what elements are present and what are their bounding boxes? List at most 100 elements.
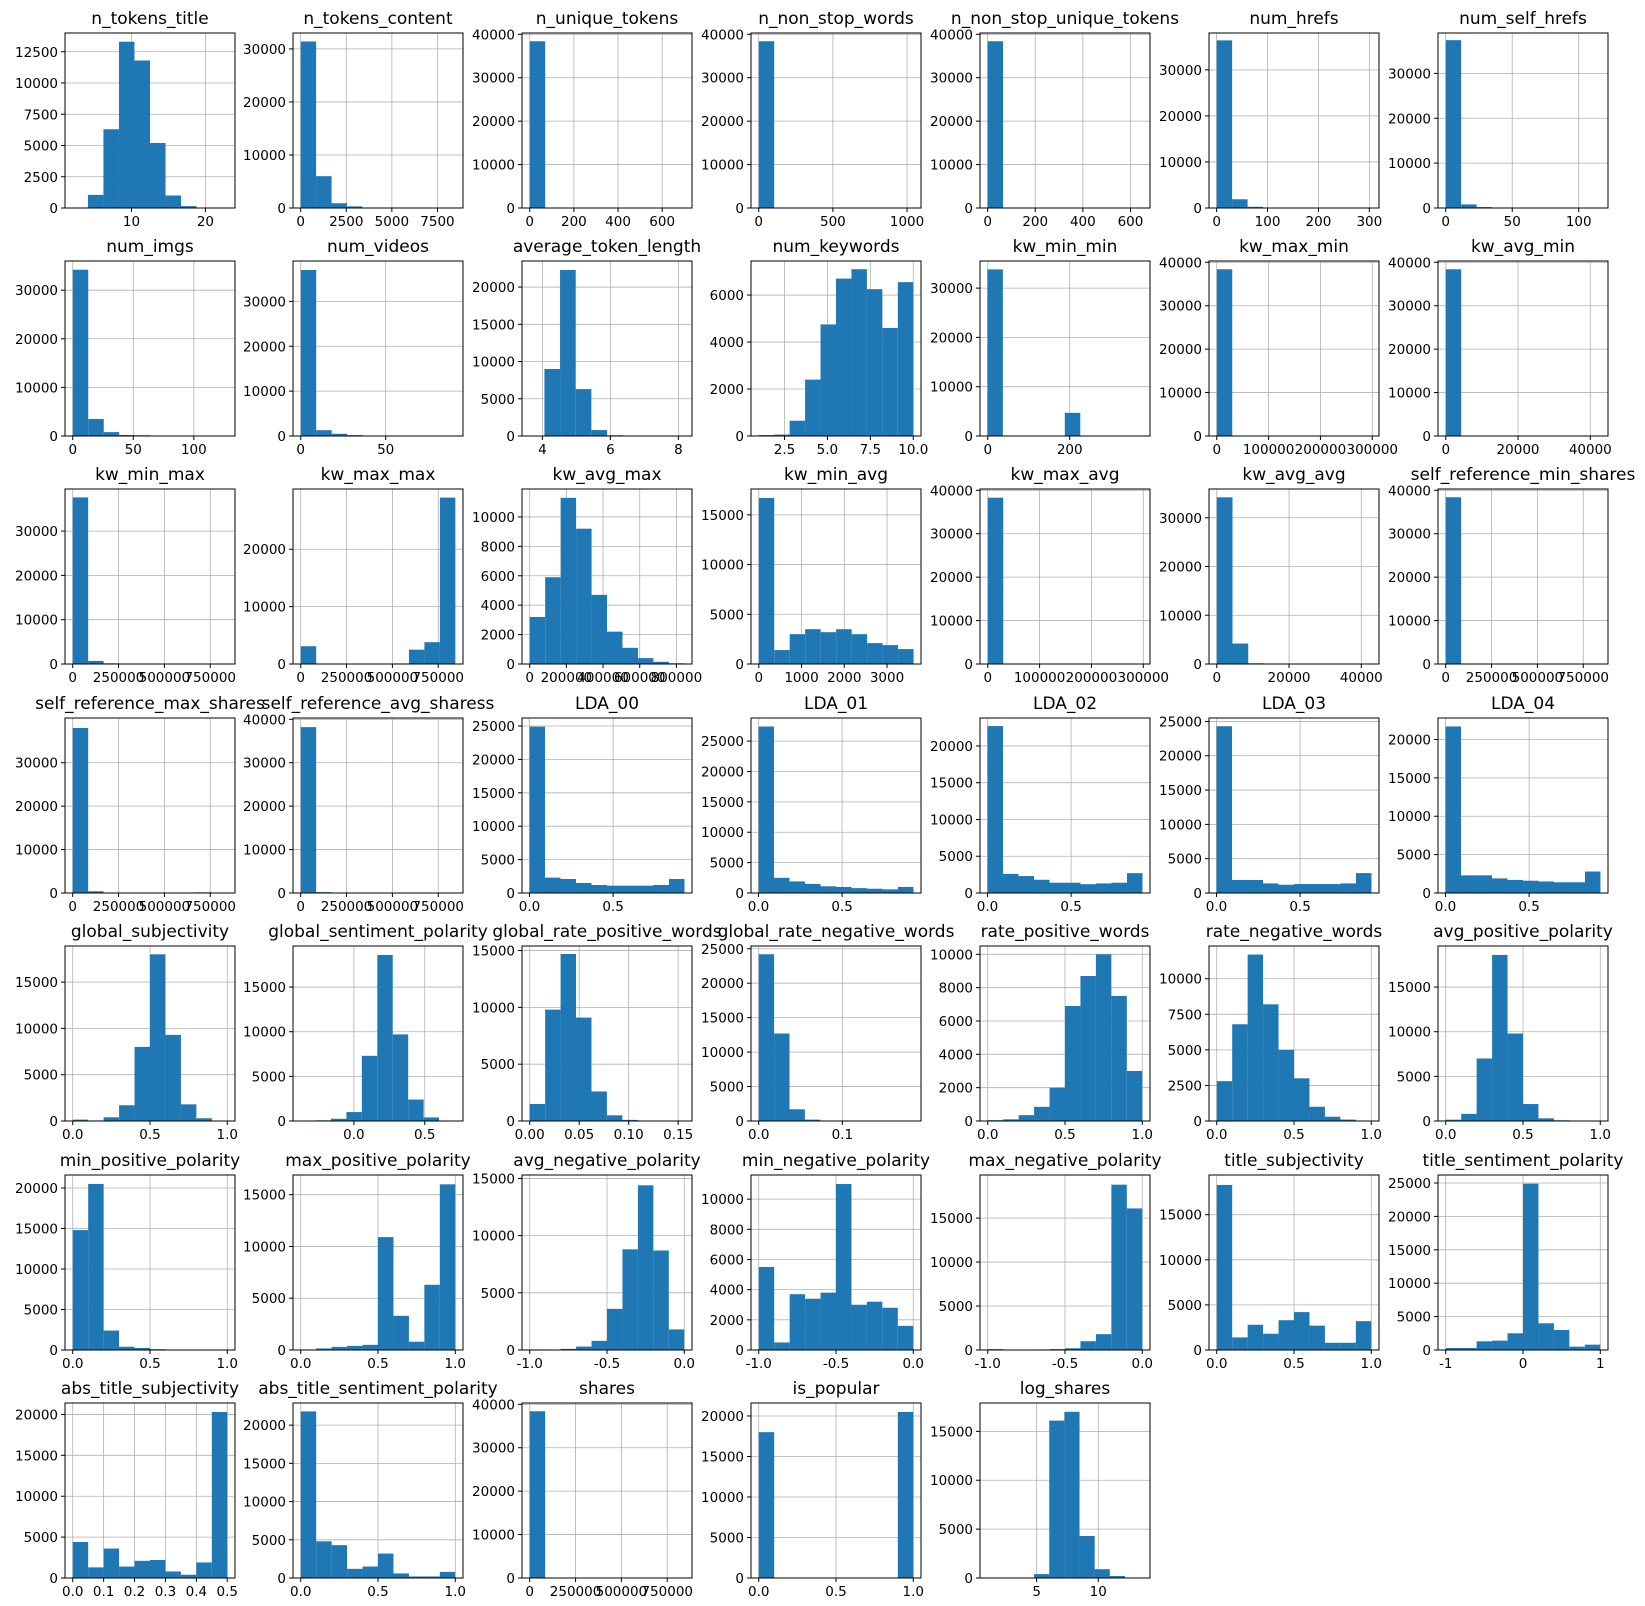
histogram-panel: 0 200 0 10000 20000 30000 kw_min_min bbox=[930, 237, 1151, 458]
axes-frame bbox=[292, 717, 464, 894]
histogram-bar bbox=[1523, 1183, 1539, 1350]
histogram-title: kw_avg_max bbox=[552, 465, 661, 485]
histogram-bar bbox=[103, 129, 119, 208]
y-tick-label: 0 bbox=[1422, 201, 1431, 217]
histogram-bar bbox=[653, 1250, 669, 1350]
x-tick-label: 5.0 bbox=[817, 442, 838, 458]
y-tick-label: 15000 bbox=[472, 317, 515, 333]
x-tick-label: 600 bbox=[649, 214, 675, 230]
y-tick-label: 20000 bbox=[243, 95, 286, 111]
y-tick-label: 5000 bbox=[710, 607, 744, 623]
y-tick-label: 10000 bbox=[472, 1528, 515, 1544]
histogram-bar bbox=[316, 176, 332, 208]
histogram-bar bbox=[1111, 882, 1127, 893]
y-tick-label: 20000 bbox=[472, 752, 515, 768]
x-tick-label: 2500 bbox=[329, 214, 363, 230]
y-tick-label: 15000 bbox=[930, 1424, 973, 1440]
histogram-bar bbox=[408, 1099, 424, 1121]
y-tick-label: 10000 bbox=[472, 819, 515, 835]
x-tick-label: 5 bbox=[1032, 1584, 1041, 1600]
y-tick-label: 0 bbox=[49, 429, 58, 445]
y-tick-label: 0 bbox=[506, 657, 515, 673]
histogram-title: num_keywords bbox=[772, 237, 899, 257]
y-tick-label: 30000 bbox=[1159, 511, 1202, 527]
histogram-panel: 10 20 0 2500 5000 7500 10000 12500 n_tokens_titl… bbox=[15, 9, 236, 230]
axes-frame bbox=[750, 945, 922, 1122]
y-tick-label: 40000 bbox=[930, 483, 973, 499]
histogram-bar bbox=[1247, 879, 1264, 893]
histogram-bar bbox=[591, 430, 607, 436]
y-tick-label: 10000 bbox=[1159, 386, 1202, 402]
y-tick-label: 20000 bbox=[930, 330, 973, 346]
x-tick-label: 0.0 bbox=[1206, 899, 1227, 915]
histogram-bar bbox=[897, 1325, 914, 1350]
x-tick-label: 200000 bbox=[1066, 670, 1118, 686]
histogram-bar bbox=[1065, 882, 1081, 893]
histogram-panel: 0.0 0.5 1.0 0 2000 4000 6000 8000 10000 rate_posi… bbox=[930, 922, 1153, 1143]
histogram-bar bbox=[103, 1117, 120, 1121]
y-tick-label: 12500 bbox=[15, 45, 58, 61]
histogram-bar bbox=[211, 1411, 228, 1578]
y-tick-label: 0 bbox=[1422, 429, 1431, 445]
x-tick-label: 20 bbox=[197, 214, 214, 230]
x-tick-label: 0.0 bbox=[748, 1584, 769, 1600]
histogram-bar bbox=[1445, 1347, 1462, 1350]
histogram-panel: 5 10 0 5000 10000 15000 log_shares bbox=[930, 1379, 1151, 1600]
axes-frame bbox=[1437, 717, 1609, 894]
y-tick-label: 6000 bbox=[939, 1014, 973, 1030]
histogram-title: kw_max_avg bbox=[1010, 465, 1119, 485]
histogram-bar bbox=[378, 1237, 394, 1350]
y-tick-label: 5000 bbox=[1397, 1069, 1431, 1085]
histogram-bar bbox=[393, 1315, 409, 1350]
x-tick-label: 0.10 bbox=[614, 1127, 644, 1143]
y-tick-label: 40000 bbox=[1159, 255, 1202, 271]
histogram-title: rate_positive_words bbox=[981, 922, 1150, 942]
histogram-bar bbox=[987, 269, 1003, 436]
histogram-bar bbox=[897, 886, 914, 893]
histogram-bar bbox=[1538, 881, 1554, 893]
histogram-bar bbox=[851, 888, 867, 893]
histogram-title: title_sentiment_polarity bbox=[1423, 1151, 1624, 1171]
x-tick-label: 1.0 bbox=[1590, 1127, 1611, 1143]
axes-frame bbox=[64, 1402, 236, 1579]
axes-frame bbox=[750, 717, 922, 894]
histogram-bar bbox=[1095, 954, 1112, 1121]
histogram-bar bbox=[529, 726, 546, 893]
y-tick-label: 0 bbox=[277, 201, 286, 217]
histogram-bar bbox=[72, 727, 89, 893]
y-tick-label: 20000 bbox=[1159, 109, 1202, 125]
x-tick-label: 0 bbox=[525, 1584, 534, 1600]
x-tick-label: 0.05 bbox=[564, 1127, 594, 1143]
histogram-bar bbox=[1065, 1006, 1081, 1121]
y-tick-label: 2000 bbox=[939, 1081, 973, 1097]
histogram-title: kw_max_max bbox=[321, 465, 436, 485]
y-tick-label: 0 bbox=[1193, 201, 1202, 217]
y-tick-label: 10000 bbox=[15, 76, 58, 92]
y-tick-label: 0 bbox=[964, 886, 973, 902]
y-tick-label: 40000 bbox=[472, 27, 515, 43]
histogram-bar bbox=[560, 497, 577, 664]
y-tick-label: 10000 bbox=[243, 1495, 286, 1511]
x-tick-label: 7.5 bbox=[860, 442, 881, 458]
histogram-bar bbox=[1492, 954, 1508, 1121]
histogram-bar bbox=[331, 433, 348, 436]
y-tick-label: 5000 bbox=[939, 849, 973, 865]
x-tick-label: 0.0 bbox=[62, 1584, 83, 1600]
y-tick-label: 10000 bbox=[1388, 1025, 1431, 1041]
y-tick-label: 10000 bbox=[1159, 817, 1202, 833]
x-tick-label: 0.5 bbox=[1512, 1127, 1533, 1143]
histogram-bar bbox=[836, 629, 852, 664]
histogram-panel: 0.0 0.5 0 5000 10000 15000 global_sentiment_po… bbox=[243, 922, 488, 1143]
histogram-bar bbox=[1216, 269, 1233, 436]
y-tick-label: 30000 bbox=[243, 756, 286, 772]
axes-frame bbox=[750, 260, 922, 437]
histogram-title: kw_avg_avg bbox=[1242, 465, 1345, 485]
y-tick-label: 0 bbox=[964, 429, 973, 445]
y-tick-label: 0 bbox=[1193, 1343, 1202, 1359]
y-tick-label: 20000 bbox=[930, 739, 973, 755]
x-tick-label: 0.5 bbox=[1289, 899, 1310, 915]
histogram-bar bbox=[88, 1183, 104, 1350]
histogram-bar bbox=[1355, 873, 1372, 893]
y-tick-label: 10000 bbox=[472, 1000, 515, 1016]
y-tick-label: 15000 bbox=[15, 1448, 58, 1464]
